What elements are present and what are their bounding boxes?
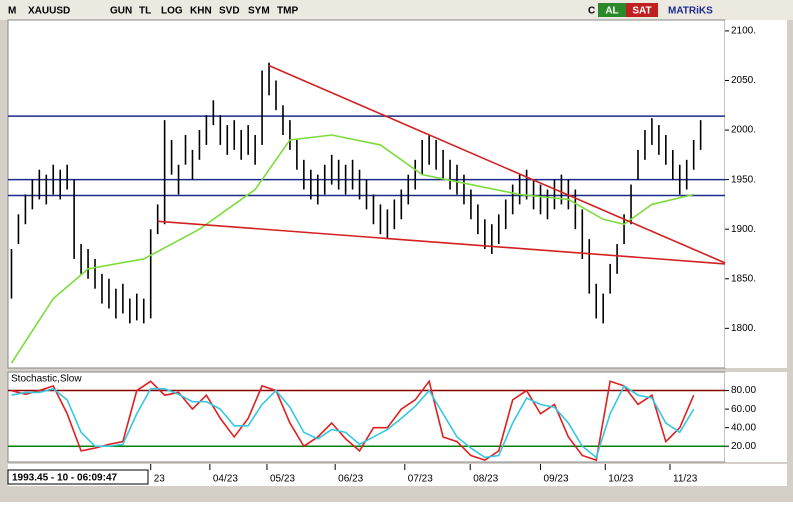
toolbar-button[interactable]: KHN — [190, 6, 212, 17]
toolbar-button[interactable]: TMP — [277, 6, 298, 17]
y-tick-label: 2100. — [731, 26, 756, 37]
y-tick-label: 80.00 — [731, 385, 756, 396]
trend-line — [268, 64, 726, 264]
y-tick-label: 60.00 — [731, 404, 756, 415]
sell-button[interactable]: SAT — [632, 6, 651, 17]
x-tick-label: 10/23 — [608, 474, 633, 485]
toolbar-button[interactable]: LOG — [161, 6, 183, 17]
x-tick-label: 23 — [154, 474, 166, 485]
stochastic-line — [11, 384, 695, 459]
x-tick-label: 07/23 — [408, 474, 433, 485]
y-tick-label: 2050. — [731, 75, 756, 86]
price-axis — [725, 20, 787, 368]
stochastic-line — [11, 379, 695, 462]
x-tick-label: 11/23 — [673, 474, 698, 485]
status: 1993.45 - 10 - 06:09:47 — [12, 473, 118, 484]
y-tick-label: 1900. — [731, 224, 756, 235]
y-tick-label: 1800. — [731, 323, 756, 334]
logo: M — [8, 6, 16, 17]
buy-button[interactable]: AL — [605, 6, 618, 17]
y-tick-label: 40.00 — [731, 422, 756, 433]
x-tick-label: 08/23 — [473, 474, 498, 485]
sell-button-bg[interactable] — [626, 3, 658, 17]
status-box — [7, 469, 149, 485]
y-tick-label: 1950. — [731, 174, 756, 185]
symbol[interactable]: XAUUSD — [28, 6, 70, 17]
toolbar-button[interactable]: TL — [139, 6, 151, 17]
y-tick-label: 20.00 — [731, 441, 756, 452]
x-tick-label: 04/23 — [213, 474, 238, 485]
y-tick-label: 2000. — [731, 125, 756, 136]
x-tick-label: 09/23 — [544, 474, 569, 485]
y-tick-label: 1850. — [731, 273, 756, 284]
stochastic-panel — [7, 371, 726, 463]
toolbar — [0, 0, 793, 20]
toolbar-items: M XAUUSD C AL SAT MATRiKS GUN TL LOG KHN SVD… — [8, 3, 713, 17]
x-tick-label: 06/23 — [338, 474, 363, 485]
stochastic-axis — [725, 372, 787, 462]
panel-title: Stochastic,Slow — [11, 374, 82, 385]
trend-line — [157, 220, 726, 265]
brand: MATRiKS — [668, 6, 713, 17]
toolbar-button[interactable]: SYM — [248, 6, 270, 17]
buy-button-bg[interactable] — [598, 3, 626, 17]
toolbar-button[interactable]: SVD — [219, 6, 240, 17]
moving-average — [10, 134, 694, 364]
x-tick-label: 05/23 — [270, 474, 295, 485]
time-axis — [8, 464, 787, 486]
toolbar-button[interactable]: GUN — [110, 6, 132, 17]
c-button[interactable]: C — [588, 6, 595, 17]
